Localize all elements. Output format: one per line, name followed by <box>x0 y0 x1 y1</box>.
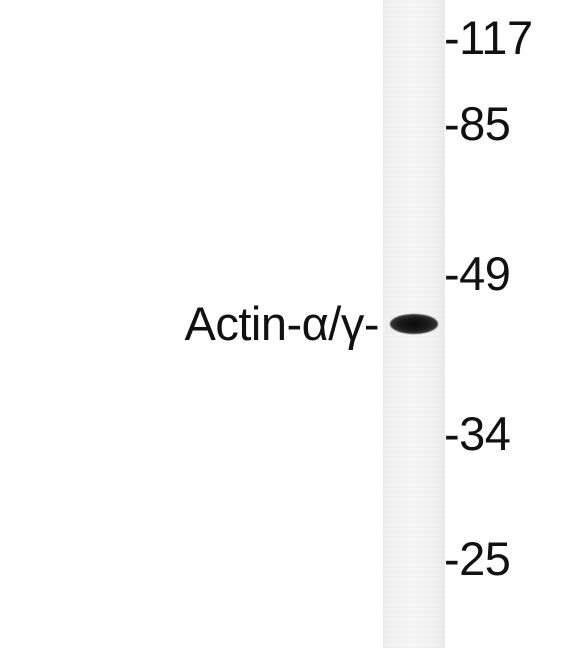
protein-label: Actin-α/γ- <box>184 297 379 350</box>
marker-85: -85 <box>444 97 511 150</box>
marker-117: -117 <box>444 11 533 64</box>
marker-34: -34 <box>444 407 511 460</box>
protein-band <box>390 314 438 334</box>
marker-49: -49 <box>444 247 511 300</box>
marker-25: -25 <box>444 532 511 585</box>
